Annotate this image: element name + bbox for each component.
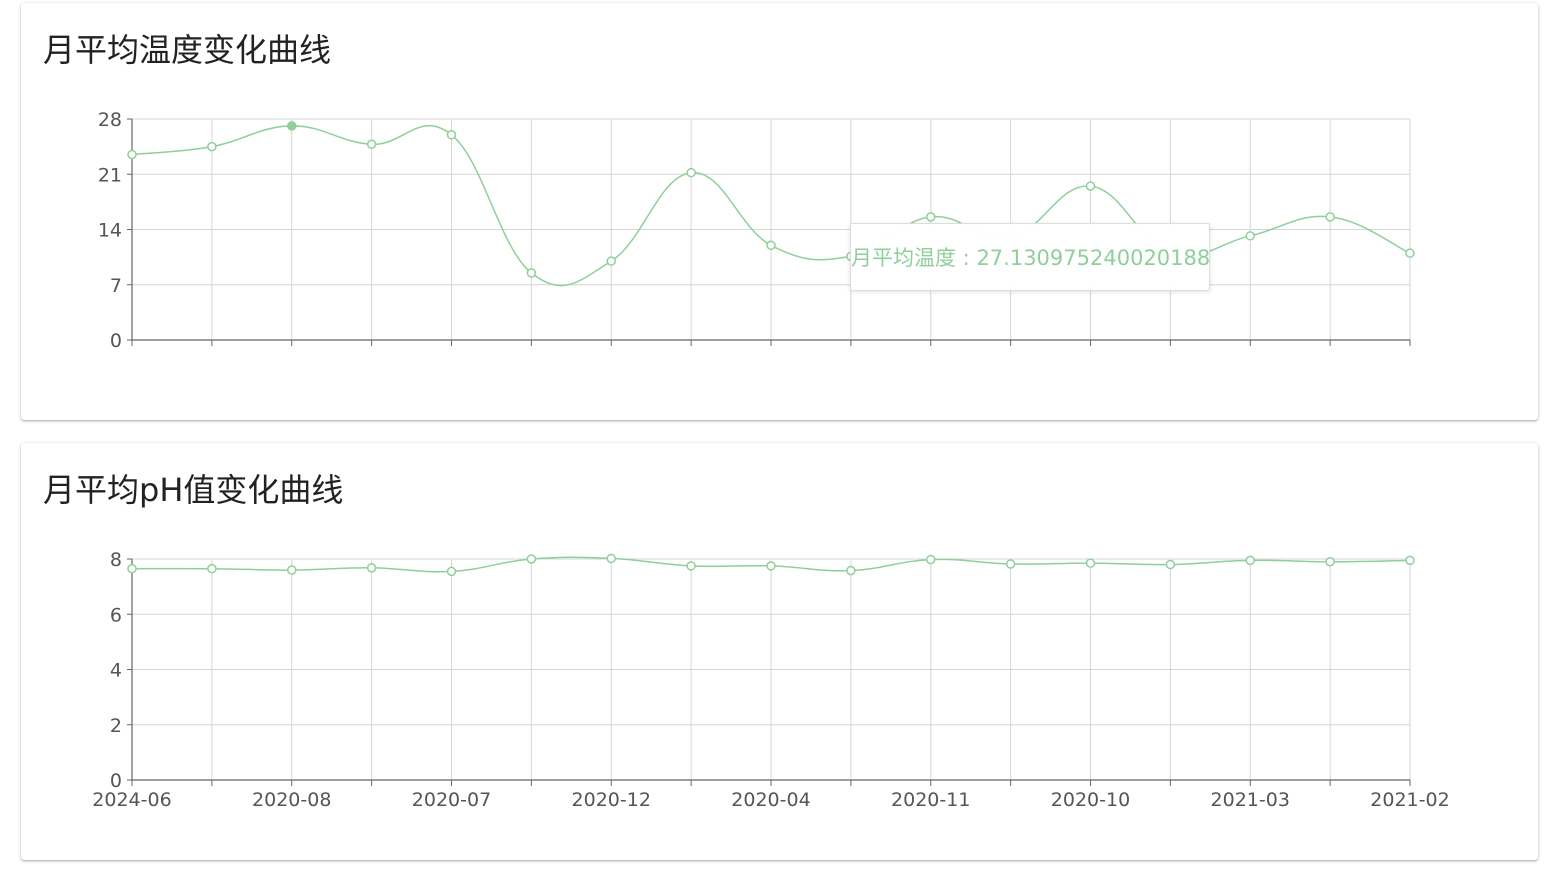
data-point — [1405, 248, 1415, 258]
data-point — [1085, 181, 1096, 191]
x-tick-label: 2020-04 — [731, 789, 810, 811]
data-point — [207, 563, 217, 574]
data-point — [1245, 231, 1255, 241]
data-point — [766, 240, 776, 251]
temperature-tooltip: 月平均温度 : 27.130975240020188 — [850, 223, 1210, 291]
data-point — [1405, 555, 1415, 566]
temperature-chart-title: 月平均温度变化曲线 — [43, 31, 332, 69]
data-point — [926, 212, 936, 222]
data-point — [1325, 557, 1335, 567]
data-point — [526, 554, 537, 564]
y-tick-label: 7 — [110, 275, 122, 297]
data-point — [846, 565, 856, 576]
y-tick-label: 0 — [110, 330, 122, 352]
temperature-chart-card: 月平均温度变化曲线 0 7 14 21 28 月平均温度 : 27.1309752400… — [21, 3, 1538, 420]
x-tick-label: 2020-12 — [572, 789, 651, 811]
data-point — [287, 565, 297, 575]
x-tick-label: 2020-08 — [252, 789, 331, 811]
temperature-line-chart[interactable]: 0 7 14 21 28 — [21, 3, 1538, 420]
data-point — [1325, 212, 1335, 222]
y-tick-label: 28 — [98, 109, 122, 131]
y-tick-label: 2 — [110, 715, 122, 737]
data-point — [366, 563, 377, 573]
ph-line-chart[interactable]: 0 2 4 6 8 2024-06 2020-08 2020-07 2020-12 2020-04… — [21, 443, 1538, 860]
data-point — [366, 139, 377, 150]
data-point — [526, 268, 537, 278]
data-point — [1005, 559, 1016, 569]
data-point — [127, 149, 137, 160]
data-point — [1245, 555, 1255, 566]
tooltip-separator: : — [956, 246, 977, 270]
data-point — [1165, 559, 1176, 570]
y-tick-label: 14 — [98, 220, 122, 242]
y-tick-label: 21 — [98, 164, 122, 186]
y-tick-label: 8 — [110, 549, 122, 571]
data-point — [686, 561, 696, 571]
x-tick-label: 2021-02 — [1370, 789, 1449, 811]
ph-chart-card: 月平均pH值变化曲线 0 2 4 6 8 2024-06 2020-08 2020-07 202… — [21, 443, 1538, 860]
data-point — [926, 554, 936, 565]
x-tick-label: 2024-06 — [92, 789, 171, 811]
data-point — [606, 256, 616, 266]
data-point — [766, 561, 776, 571]
x-tick-label: 2020-11 — [891, 789, 970, 811]
tooltip-value: 27.130975240020188 — [976, 246, 1211, 270]
ph-chart-title: 月平均pH值变化曲线 — [43, 471, 344, 509]
data-point — [1085, 558, 1096, 568]
y-tick-label: 0 — [110, 770, 122, 792]
x-tick-label: 2021-03 — [1211, 789, 1290, 811]
x-tick-label: 2020-07 — [412, 789, 491, 811]
data-point — [127, 563, 137, 574]
x-tick-label: 2020-10 — [1051, 789, 1130, 811]
tooltip-series-name: 月平均温度 — [851, 246, 956, 270]
data-point — [446, 566, 457, 577]
data-point — [686, 167, 696, 178]
data-point — [287, 121, 297, 131]
data-point — [207, 141, 217, 152]
y-tick-label: 6 — [110, 604, 122, 626]
data-point — [606, 553, 616, 564]
data-point — [446, 130, 457, 140]
y-tick-label: 4 — [110, 660, 122, 682]
